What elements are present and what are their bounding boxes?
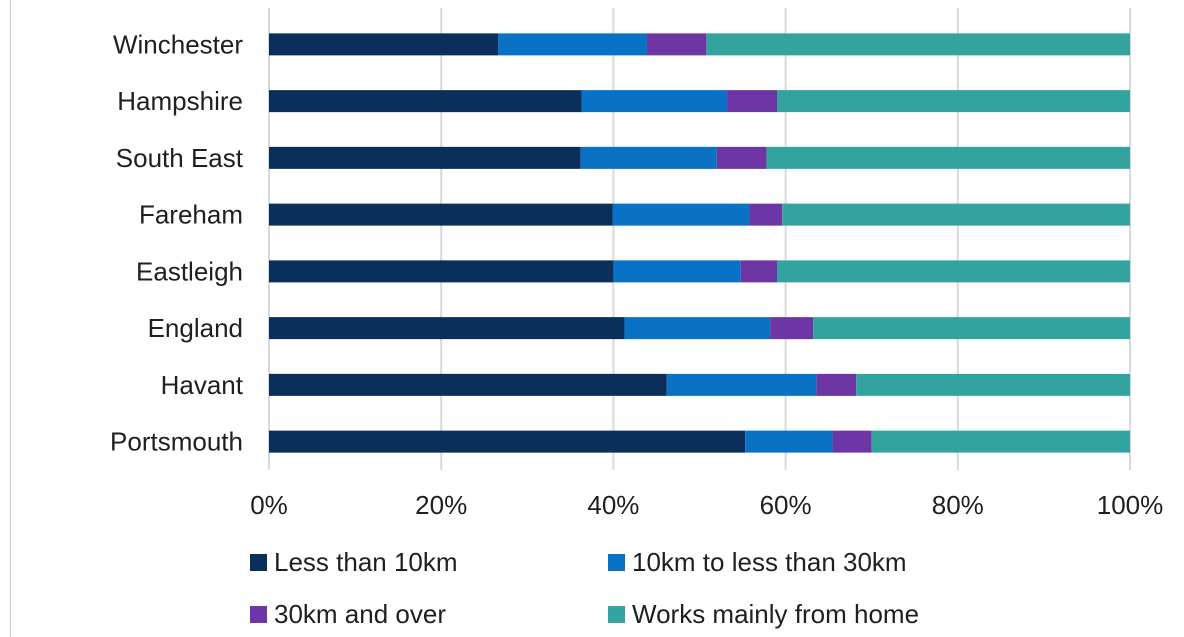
legend-item-10km-to-less-than-30km: 10km to less than 30km bbox=[608, 542, 1108, 582]
bars bbox=[269, 33, 1130, 453]
bar-hampshire-works-mainly-from-home bbox=[776, 90, 1130, 113]
bar-portsmouth-works-mainly-from-home bbox=[871, 430, 1130, 453]
bar-winchester-works-mainly-from-home bbox=[706, 33, 1130, 56]
x-tick-label-1: 20% bbox=[415, 490, 467, 520]
x-tick-label-3: 60% bbox=[760, 490, 812, 520]
bar-winchester-less-than-10km bbox=[269, 33, 499, 56]
category-label-fareham: Fareham bbox=[139, 200, 243, 230]
bar-hampshire-less-than-10km bbox=[269, 90, 582, 113]
legend-label-less-than-10km: Less than 10km bbox=[274, 546, 458, 577]
bar-south-east-less-than-10km bbox=[269, 146, 581, 169]
bar-south-east-works-mainly-from-home bbox=[766, 146, 1130, 169]
bar-fareham-10km-to-less-than-30km bbox=[612, 203, 750, 226]
bar-havant-works-mainly-from-home bbox=[856, 373, 1130, 396]
bar-england-less-than-10km bbox=[269, 317, 625, 340]
category-label-hampshire: Hampshire bbox=[117, 86, 243, 116]
bar-havant-10km-to-less-than-30km bbox=[666, 373, 817, 396]
category-label-south-east: South East bbox=[116, 143, 244, 173]
category-label-england: England bbox=[148, 313, 243, 343]
left-border-line bbox=[10, 0, 11, 637]
bar-eastleigh-works-mainly-from-home bbox=[776, 260, 1130, 283]
bar-eastleigh-less-than-10km bbox=[269, 260, 614, 283]
bar-portsmouth-10km-to-less-than-30km bbox=[745, 430, 833, 453]
x-tick-label-0: 0% bbox=[250, 490, 288, 520]
legend-label-10km-to-less-than-30km: 10km to less than 30km bbox=[632, 546, 907, 577]
legend-item-30km-and-over: 30km and over bbox=[250, 594, 608, 634]
bar-eastleigh-30km-and-over bbox=[740, 260, 777, 283]
category-label-havant: Havant bbox=[161, 370, 244, 400]
legend-label-30km-and-over: 30km and over bbox=[274, 598, 446, 629]
legend-swatch-less-than-10km bbox=[250, 553, 267, 571]
bar-portsmouth-less-than-10km bbox=[269, 430, 746, 453]
legend-swatch-30km-and-over bbox=[250, 605, 267, 623]
legend: Less than 10km 10km to less than 30km 30… bbox=[250, 542, 1150, 634]
legend-item-less-than-10km: Less than 10km bbox=[250, 542, 608, 582]
bar-england-works-mainly-from-home bbox=[813, 317, 1130, 340]
bar-fareham-less-than-10km bbox=[269, 203, 613, 226]
stacked-bar-chart: Winchester Hampshire South East Fareham East… bbox=[110, 8, 1163, 520]
x-tick-label-5: 100% bbox=[1097, 490, 1164, 520]
x-axis-tick-labels: 0% 20% 40% 60% 80% 100% bbox=[250, 490, 1163, 520]
category-label-winchester: Winchester bbox=[113, 29, 243, 59]
bar-fareham-30km-and-over bbox=[749, 203, 783, 226]
category-label-portsmouth: Portsmouth bbox=[110, 427, 243, 457]
bar-hampshire-30km-and-over bbox=[727, 90, 777, 113]
legend-swatch-10km-to-less-than-30km bbox=[608, 553, 625, 571]
bar-hampshire-10km-to-less-than-30km bbox=[581, 90, 728, 113]
x-tick-label-4: 80% bbox=[932, 490, 984, 520]
bar-england-30km-and-over bbox=[770, 317, 814, 340]
gridlines bbox=[268, 8, 1131, 470]
bar-fareham-works-mainly-from-home bbox=[782, 203, 1130, 226]
legend-label-works-mainly-from-home: Works mainly from home bbox=[632, 598, 920, 629]
bar-south-east-30km-and-over bbox=[716, 146, 767, 169]
legend-swatch-works-mainly-from-home bbox=[608, 605, 625, 623]
bar-eastleigh-10km-to-less-than-30km bbox=[613, 260, 741, 283]
bar-south-east-10km-to-less-than-30km bbox=[580, 146, 717, 169]
category-labels: Winchester Hampshire South East Fareham East… bbox=[110, 29, 244, 456]
bar-havant-30km-and-over bbox=[816, 373, 857, 396]
bar-portsmouth-30km-and-over bbox=[832, 430, 872, 453]
category-label-eastleigh: Eastleigh bbox=[136, 256, 243, 286]
bar-winchester-30km-and-over bbox=[646, 33, 707, 56]
bar-winchester-10km-to-less-than-30km bbox=[498, 33, 647, 56]
legend-item-works-mainly-from-home: Works mainly from home bbox=[608, 594, 1108, 634]
bar-england-10km-to-less-than-30km bbox=[624, 317, 771, 340]
bar-havant-less-than-10km bbox=[269, 373, 667, 396]
x-tick-label-2: 40% bbox=[587, 490, 639, 520]
